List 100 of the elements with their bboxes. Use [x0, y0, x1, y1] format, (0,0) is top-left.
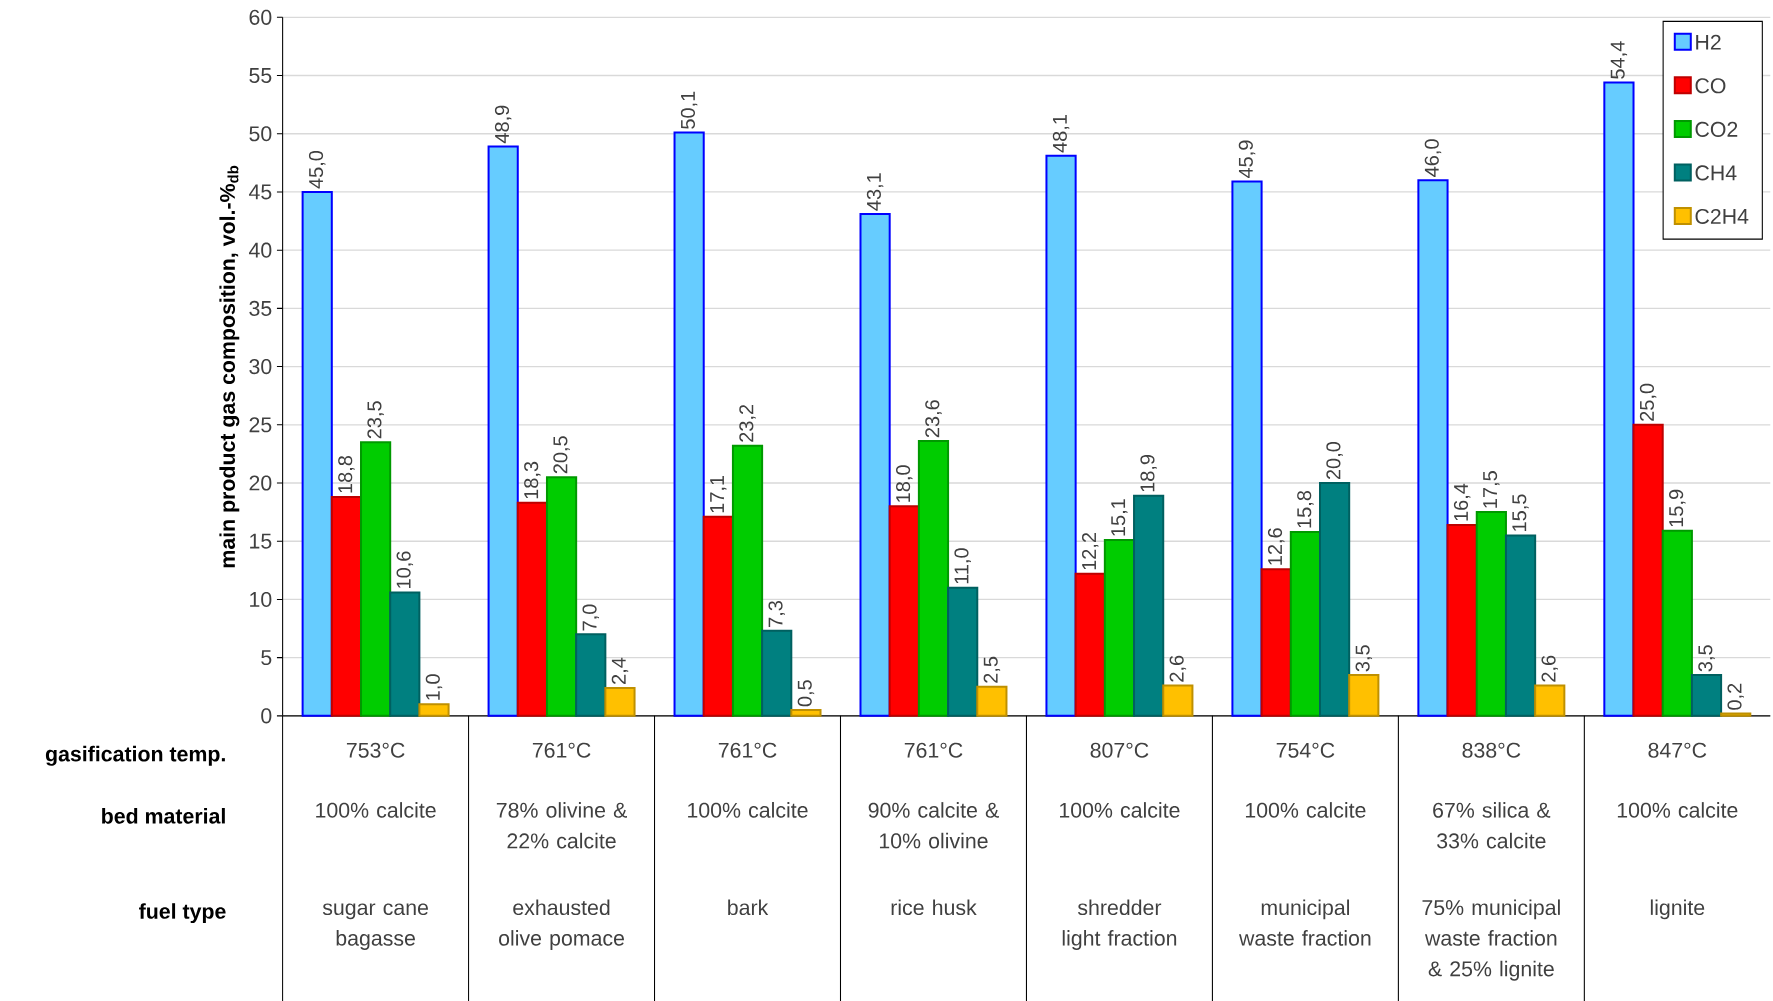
- data-label: 18,8: [338, 455, 355, 493]
- text: rice husk: [891, 899, 977, 916]
- text: 100% calcite: [1617, 802, 1738, 818]
- data-label: 48,1: [1052, 114, 1070, 153]
- text: 90% calcite & 10% olivine: [868, 802, 999, 849]
- text: 67% silica & 33% calcite: [1433, 802, 1551, 849]
- bar: [1720, 712, 1752, 717]
- data-label: 23,2: [739, 404, 756, 442]
- bar: [1603, 81, 1635, 717]
- legend-label: H2: [1696, 34, 1721, 50]
- bar: [1475, 511, 1507, 717]
- data-label: 15,9: [1669, 489, 1686, 527]
- legend-label: CO: [1695, 78, 1726, 94]
- bar: [859, 213, 891, 717]
- bar: [673, 131, 705, 717]
- y-tick-label: 55: [249, 68, 272, 83]
- y-tick-label: 45: [248, 184, 272, 200]
- bar: [1133, 494, 1165, 717]
- x-tick-label: 838°C: [1462, 742, 1521, 758]
- text: lignite: [1650, 899, 1705, 920]
- bar: [1103, 538, 1136, 717]
- text: 100% calcite: [1060, 802, 1180, 818]
- x-tick-label: 807°C: [1090, 742, 1149, 758]
- bar: [1417, 179, 1449, 717]
- data-label: 23,5: [367, 401, 384, 439]
- bar: [888, 505, 920, 717]
- y-axis-title: main product gas composition, vol.-%$_{db}$: [219, 165, 240, 568]
- y-tick-label: 40: [248, 242, 272, 258]
- data-label: 50,1: [680, 91, 698, 129]
- data-label: 45,9: [1238, 140, 1256, 179]
- y-tick-label: 35: [249, 300, 272, 316]
- data-label: 2,6: [1169, 655, 1187, 682]
- x-tick-label: 761°C: [718, 742, 777, 758]
- data-label: 18,3: [524, 461, 541, 499]
- text: fuel type: [139, 903, 226, 924]
- data-label: 20,5: [553, 436, 570, 474]
- legend-label: C2H4: [1695, 208, 1749, 224]
- data-label: 2,5: [983, 656, 1001, 683]
- bar: [761, 629, 793, 717]
- data-label: 1,0: [425, 674, 443, 700]
- bar: [947, 586, 979, 717]
- data-label: 3,5: [1355, 645, 1373, 672]
- y-tick-label: 50: [249, 126, 272, 142]
- text: 100% calcite: [1245, 802, 1366, 818]
- text: bark: [728, 899, 769, 916]
- text: 75% municipal waste fraction & 25% lignite: [1422, 899, 1560, 981]
- bar: [1260, 568, 1292, 717]
- bar: [1504, 534, 1537, 717]
- bar: [1319, 481, 1351, 717]
- bar: [1289, 530, 1321, 717]
- data-label: 48,9: [494, 105, 512, 144]
- text: 100% calcite: [316, 802, 436, 818]
- data-label: 2,4: [611, 657, 629, 684]
- bar: [1162, 684, 1194, 717]
- data-label: 0,5: [797, 680, 815, 707]
- data-label: 12,6: [1267, 528, 1285, 565]
- bar: [917, 440, 950, 717]
- y-tick-label: 0: [261, 708, 272, 724]
- data-label: 54,4: [1610, 41, 1628, 79]
- bar: [1690, 674, 1723, 717]
- bar: [1534, 684, 1566, 717]
- bar: [1446, 523, 1478, 717]
- y-tick-label: 10: [250, 591, 272, 607]
- data-label: 45,0: [308, 150, 326, 189]
- bar: [330, 495, 363, 717]
- bar: [1074, 572, 1106, 717]
- text: shredder light fraction: [1062, 899, 1177, 950]
- bar: [1632, 423, 1664, 717]
- legend-label: CO2: [1695, 121, 1738, 137]
- y-tick-label: 60: [249, 9, 272, 25]
- bar: [1348, 674, 1380, 717]
- bar: [389, 591, 421, 717]
- data-label: 23,6: [925, 400, 942, 438]
- x-tick-label: 761°C: [904, 742, 963, 758]
- bar: [1231, 180, 1263, 717]
- x-tick-label: 753°C: [346, 742, 405, 758]
- data-label: 3,5: [1698, 645, 1715, 672]
- data-label: 16,4: [1453, 483, 1471, 521]
- data-label: 18,9: [1140, 454, 1157, 492]
- data-label: 0,2: [1727, 683, 1744, 710]
- y-tick-label: 15: [250, 533, 272, 549]
- data-label: 43,1: [866, 173, 884, 211]
- data-label: 7,0: [582, 604, 600, 631]
- data-label: 20,0: [1326, 441, 1343, 480]
- text: 100% calcite: [688, 802, 808, 818]
- x-tick-label: 761°C: [532, 742, 591, 758]
- bar: [1661, 529, 1693, 717]
- bar: [545, 476, 578, 717]
- text: bed material: [102, 807, 225, 824]
- legend-label: CH4: [1695, 165, 1737, 181]
- bar: [301, 190, 333, 717]
- text: exhausted olive pomace: [499, 899, 625, 950]
- data-label: 15,8: [1297, 490, 1314, 528]
- y-tick-label: 30: [249, 358, 272, 375]
- y-tick-label: 25: [249, 417, 272, 433]
- data-label: 11,0: [954, 548, 971, 584]
- bar: [360, 441, 392, 717]
- data-label: 10,6: [396, 551, 414, 588]
- data-label: 25,0: [1639, 383, 1657, 421]
- y-tick-label: 5: [261, 650, 272, 666]
